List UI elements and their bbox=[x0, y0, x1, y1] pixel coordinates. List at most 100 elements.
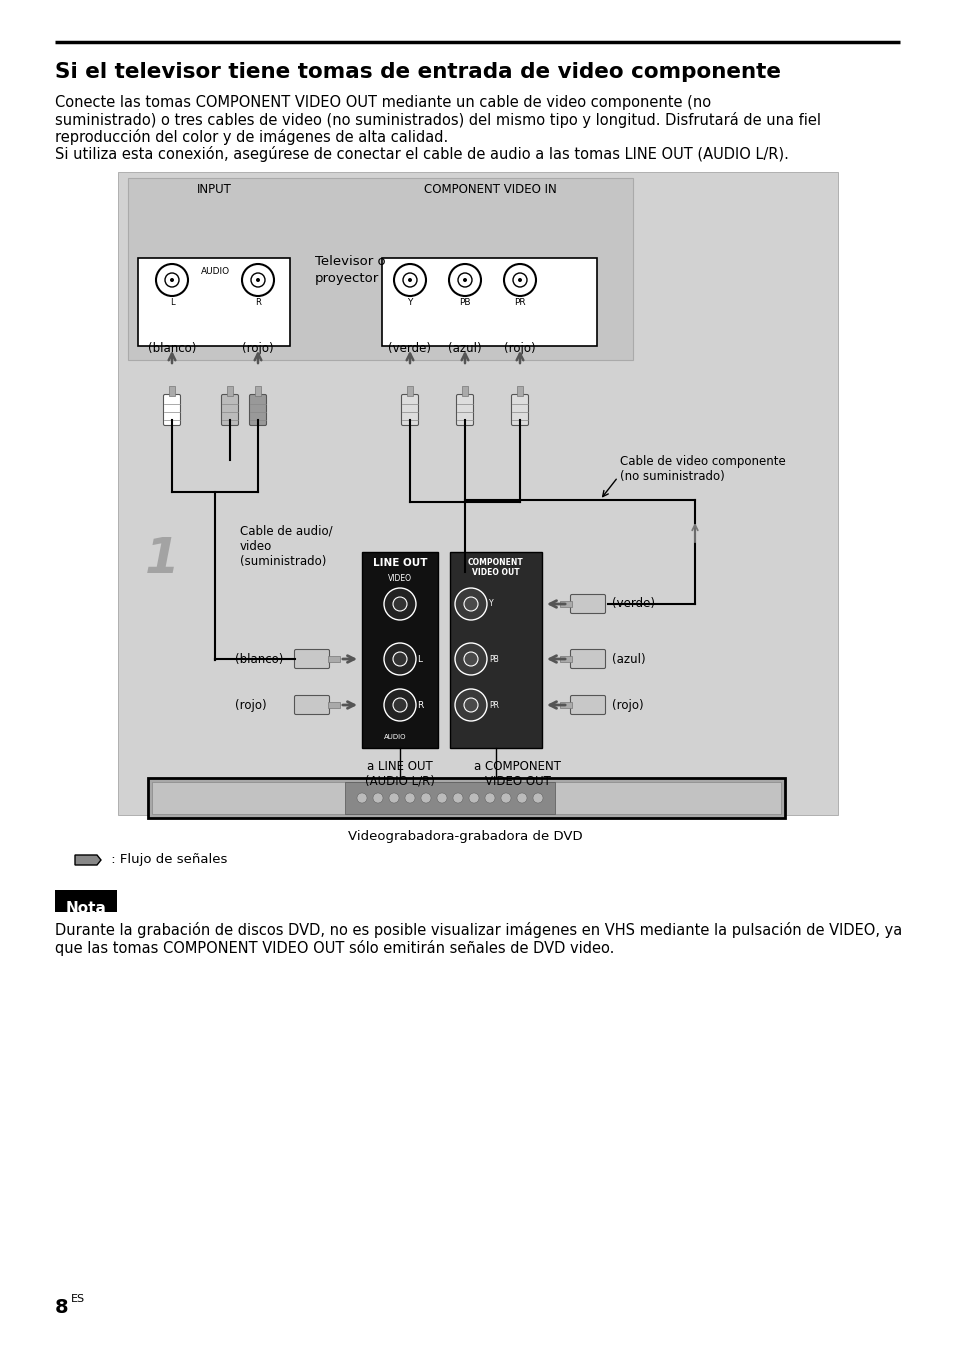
Text: 1: 1 bbox=[145, 535, 179, 583]
Bar bbox=[559, 702, 572, 708]
Text: (no suministrado): (no suministrado) bbox=[619, 470, 724, 483]
Circle shape bbox=[393, 698, 407, 713]
Text: AUDIO: AUDIO bbox=[384, 734, 406, 740]
Text: (blanco): (blanco) bbox=[234, 653, 283, 665]
Text: (suministrado): (suministrado) bbox=[240, 556, 326, 568]
Text: que las tomas COMPONENT VIDEO OUT sólo emitirán señales de DVD video.: que las tomas COMPONENT VIDEO OUT sólo e… bbox=[55, 940, 614, 956]
Bar bbox=[361, 552, 437, 748]
Text: VIDEO: VIDEO bbox=[388, 575, 412, 583]
Text: (azul): (azul) bbox=[448, 342, 481, 356]
Circle shape bbox=[469, 794, 478, 803]
Bar bbox=[227, 387, 233, 396]
Text: R: R bbox=[254, 297, 261, 307]
Bar bbox=[55, 890, 117, 913]
Bar bbox=[345, 781, 555, 814]
Text: (azul): (azul) bbox=[612, 653, 645, 665]
Text: Videograbadora-grabadora de DVD: Videograbadora-grabadora de DVD bbox=[347, 830, 581, 844]
Bar bbox=[118, 172, 837, 815]
Circle shape bbox=[453, 794, 462, 803]
Text: Cable de audio/: Cable de audio/ bbox=[240, 525, 333, 538]
Text: Si utiliza esta conexión, asegúrese de conectar el cable de audio a las tomas LI: Si utiliza esta conexión, asegúrese de c… bbox=[55, 146, 788, 162]
Circle shape bbox=[156, 264, 188, 296]
Circle shape bbox=[517, 794, 526, 803]
Circle shape bbox=[455, 588, 486, 621]
Bar bbox=[254, 387, 261, 396]
Circle shape bbox=[517, 279, 521, 283]
Circle shape bbox=[513, 273, 526, 287]
Text: LINE OUT: LINE OUT bbox=[373, 558, 427, 568]
Circle shape bbox=[393, 598, 407, 611]
Circle shape bbox=[405, 794, 415, 803]
FancyBboxPatch shape bbox=[294, 649, 329, 668]
Text: 8: 8 bbox=[55, 1298, 69, 1317]
Circle shape bbox=[242, 264, 274, 296]
Bar bbox=[138, 258, 290, 346]
Text: R: R bbox=[416, 700, 423, 710]
Text: (rojo): (rojo) bbox=[503, 342, 536, 356]
Text: ES: ES bbox=[71, 1294, 85, 1303]
FancyBboxPatch shape bbox=[456, 395, 473, 426]
Text: Cable de video componente: Cable de video componente bbox=[619, 456, 785, 468]
FancyBboxPatch shape bbox=[163, 395, 180, 426]
Circle shape bbox=[394, 264, 426, 296]
Text: PR: PR bbox=[489, 700, 498, 710]
Bar bbox=[152, 781, 781, 814]
Circle shape bbox=[251, 273, 265, 287]
Text: L: L bbox=[416, 654, 421, 664]
Text: PR: PR bbox=[514, 297, 525, 307]
Text: (rojo): (rojo) bbox=[612, 699, 643, 711]
Bar bbox=[461, 387, 468, 396]
Text: (blanco): (blanco) bbox=[148, 342, 196, 356]
Circle shape bbox=[170, 279, 173, 283]
Circle shape bbox=[455, 644, 486, 675]
Bar bbox=[128, 178, 633, 360]
Text: Durante la grabación de discos DVD, no es posible visualizar imágenes en VHS med: Durante la grabación de discos DVD, no e… bbox=[55, 922, 902, 938]
Text: Conecte las tomas COMPONENT VIDEO OUT mediante un cable de video componente (no: Conecte las tomas COMPONENT VIDEO OUT me… bbox=[55, 95, 710, 110]
Text: Televisor o
proyector: Televisor o proyector bbox=[314, 256, 385, 285]
Text: (verde): (verde) bbox=[388, 342, 431, 356]
Bar bbox=[450, 552, 541, 748]
Text: a COMPONENT
VIDEO OUT: a COMPONENT VIDEO OUT bbox=[474, 760, 561, 788]
Bar bbox=[517, 387, 522, 396]
Circle shape bbox=[463, 698, 477, 713]
Text: COMPONENT VIDEO IN: COMPONENT VIDEO IN bbox=[423, 183, 556, 196]
Bar bbox=[169, 387, 174, 396]
FancyBboxPatch shape bbox=[570, 649, 605, 668]
Bar bbox=[328, 656, 339, 662]
Bar bbox=[559, 656, 572, 662]
Text: (rojo): (rojo) bbox=[234, 699, 266, 711]
Text: Nota: Nota bbox=[66, 900, 107, 917]
Circle shape bbox=[356, 794, 367, 803]
Circle shape bbox=[393, 652, 407, 667]
Bar bbox=[381, 258, 597, 346]
Text: PB: PB bbox=[458, 297, 470, 307]
Circle shape bbox=[384, 690, 416, 721]
Text: INPUT: INPUT bbox=[196, 183, 232, 196]
Circle shape bbox=[384, 644, 416, 675]
Circle shape bbox=[436, 794, 447, 803]
FancyBboxPatch shape bbox=[221, 395, 238, 426]
Text: Y: Y bbox=[489, 599, 493, 608]
Text: Si el televisor tiene tomas de entrada de video componente: Si el televisor tiene tomas de entrada d… bbox=[55, 62, 781, 82]
Circle shape bbox=[402, 273, 416, 287]
Circle shape bbox=[373, 794, 382, 803]
Circle shape bbox=[384, 588, 416, 621]
Text: (rojo): (rojo) bbox=[242, 342, 274, 356]
Circle shape bbox=[500, 794, 511, 803]
Circle shape bbox=[463, 652, 477, 667]
Circle shape bbox=[462, 279, 467, 283]
Circle shape bbox=[455, 690, 486, 721]
Circle shape bbox=[463, 598, 477, 611]
Text: AUDIO: AUDIO bbox=[200, 268, 230, 277]
Polygon shape bbox=[75, 854, 101, 865]
Circle shape bbox=[408, 279, 412, 283]
Circle shape bbox=[449, 264, 480, 296]
FancyBboxPatch shape bbox=[570, 695, 605, 714]
FancyBboxPatch shape bbox=[294, 695, 329, 714]
Circle shape bbox=[165, 273, 179, 287]
Bar bbox=[559, 602, 572, 607]
Circle shape bbox=[484, 794, 495, 803]
FancyBboxPatch shape bbox=[570, 595, 605, 614]
Text: a LINE OUT
(AUDIO L/R): a LINE OUT (AUDIO L/R) bbox=[365, 760, 435, 788]
Text: suministrado) o tres cables de video (no suministrados) del mismo tipo y longitu: suministrado) o tres cables de video (no… bbox=[55, 112, 821, 128]
